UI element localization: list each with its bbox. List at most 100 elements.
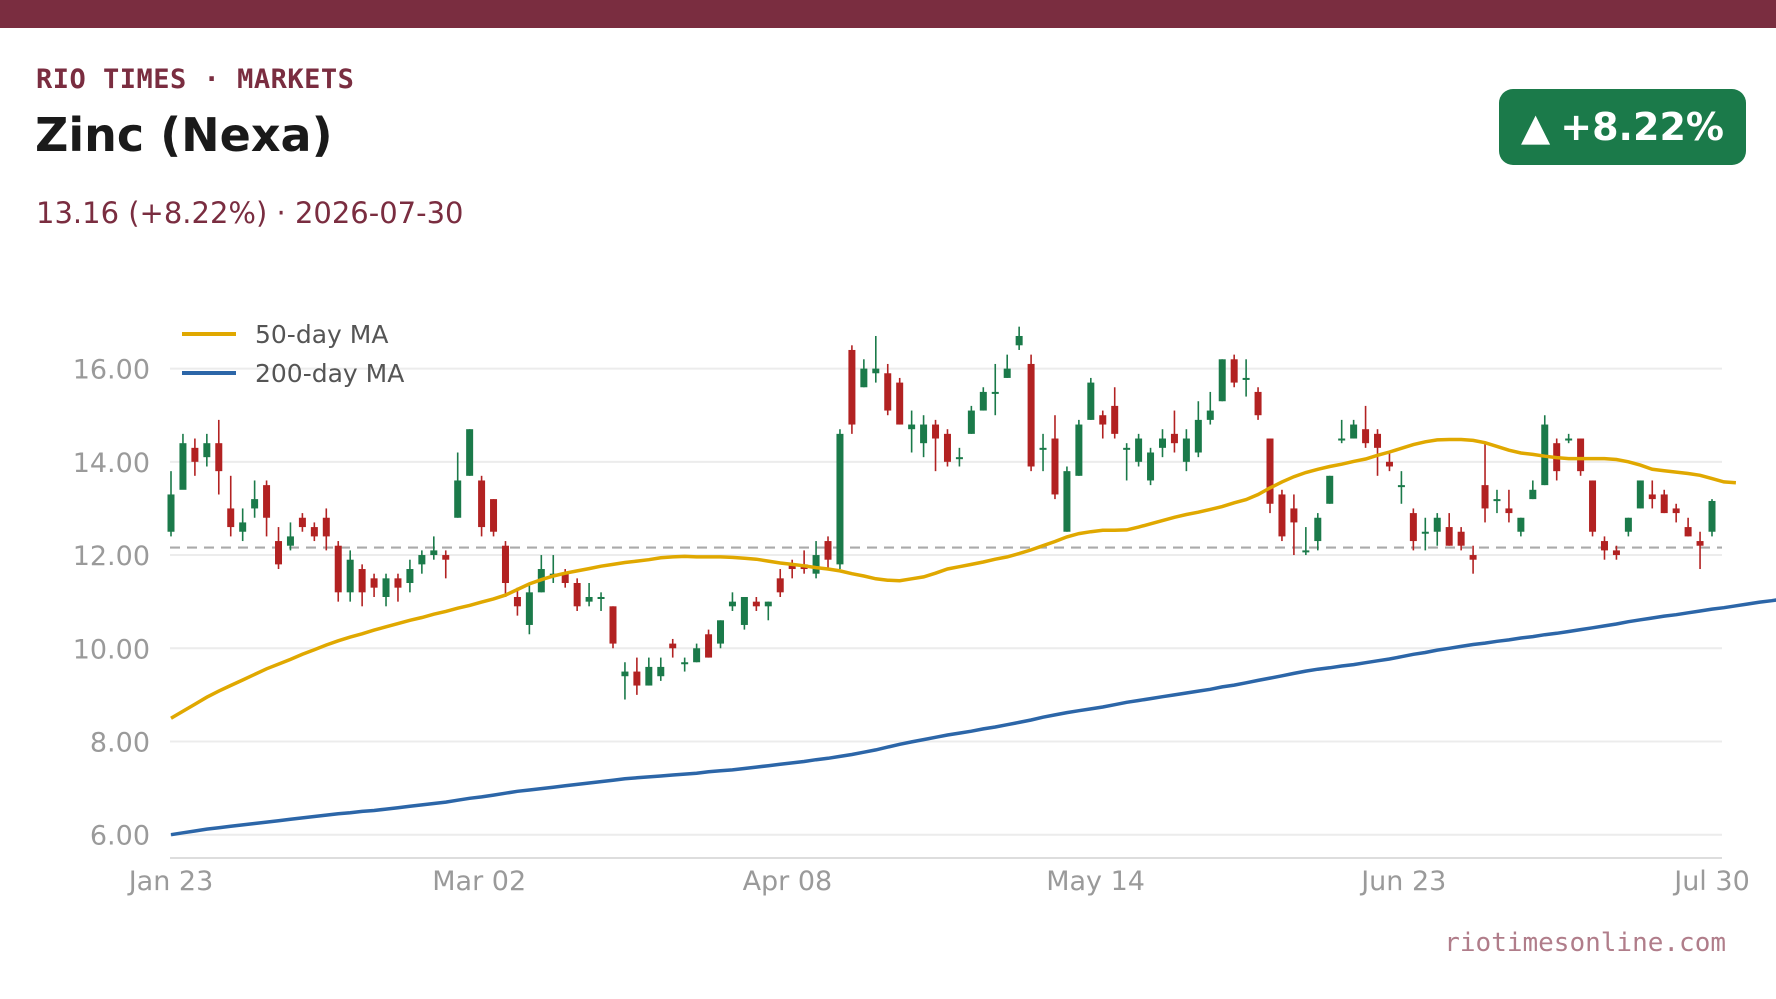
candle-down [191,438,199,476]
candle-up [717,620,725,649]
top-accent-bar [0,0,1776,28]
candle-down [1696,531,1704,570]
candle-up [728,592,736,611]
candle-body [298,517,306,528]
candle-body [215,443,223,472]
candle-down [1254,387,1262,420]
candle-up [693,643,701,663]
candle-up [1565,433,1573,444]
candle-down [1684,517,1692,537]
y-tick-label: 14.00 [73,448,150,479]
candle-body [275,541,283,565]
candle-body [1158,438,1166,448]
candle-body [884,373,892,411]
legend-item-ma50: 50-day MA [182,320,388,349]
candle-up [908,410,916,453]
candle-body [525,592,533,625]
candle-up [1326,475,1334,504]
candle-up [621,662,629,700]
candle-body [967,410,975,434]
candle-body [776,578,784,593]
candle-body [705,634,713,658]
candle-up [466,429,474,476]
candle-up [1242,359,1250,397]
candle-down [824,536,832,570]
x-tick-label: May 14 [1046,866,1145,897]
candle-body [1182,438,1190,462]
candle-body [418,555,426,565]
candle-body [1529,489,1537,500]
candle-body [478,480,486,528]
candle-up [1338,419,1346,444]
candle-down [1600,536,1608,560]
candle-body [1147,452,1155,481]
candle-body [1624,517,1632,532]
candle-body [251,499,259,509]
candle-down [263,480,271,537]
candle-up [418,550,426,574]
x-tick-label: Jun 23 [1359,866,1446,897]
candle-down [1230,354,1238,388]
candle-up [1493,489,1501,514]
candle-down [501,541,509,597]
candle-body [442,555,450,560]
candle-body [358,569,366,593]
candle-up [1158,429,1166,458]
candle-up [1063,466,1071,532]
candle-body [991,391,999,394]
candle-body [1421,531,1429,534]
candle-body [1385,461,1393,467]
y-tick-label: 10.00 [73,634,150,665]
candle-down [943,429,951,467]
candle-up [597,592,605,611]
candle-body [167,494,175,532]
candle-body [1696,541,1704,546]
candle-down [490,499,498,537]
candle-up [1397,471,1405,504]
candle-up [1624,517,1632,537]
candle-down [1660,489,1668,514]
candle-down [1672,503,1680,523]
candle-up [1350,419,1358,439]
candle-body [1350,424,1358,439]
candle-up [1003,354,1011,378]
candle-up [251,480,259,518]
candle-body [203,443,211,458]
candle-up [681,657,689,672]
candle-body [1015,335,1023,346]
candle-body [1170,433,1178,444]
candle-up [1123,443,1131,481]
candle-body [1565,438,1573,441]
ma200-line [170,598,1776,837]
candle-body [860,368,868,388]
candle-down [298,513,306,532]
candle-body [310,527,318,537]
candle-down [1457,527,1465,551]
candle-body [633,671,641,686]
candle-down [1469,545,1477,574]
candle-body [621,671,629,677]
candle-body [1338,438,1346,441]
candle-down [800,550,808,574]
candle-up [991,363,999,416]
candle-body [1600,541,1608,551]
price-subtitle: 13.16 (+8.22%) · 2026-07-30 [36,196,464,230]
candle-body [669,643,677,649]
candle-up [657,657,665,681]
x-tick-label: Jan 23 [127,866,214,897]
candle-down [848,345,856,434]
candle-body [466,429,474,476]
candle-body [1445,527,1453,546]
ma50-line [170,437,1737,720]
candle-down [1266,438,1274,514]
candle-up [1087,377,1095,420]
candle-body [1433,517,1441,532]
source-footer: riotimesonline.com [1444,928,1726,958]
candle-body [752,601,760,607]
candle-down [1612,545,1620,560]
candle-up [1314,513,1322,551]
candle-up [1636,480,1644,509]
candle-body [1123,447,1131,450]
candle-down [310,522,318,542]
candle-up [872,335,880,383]
